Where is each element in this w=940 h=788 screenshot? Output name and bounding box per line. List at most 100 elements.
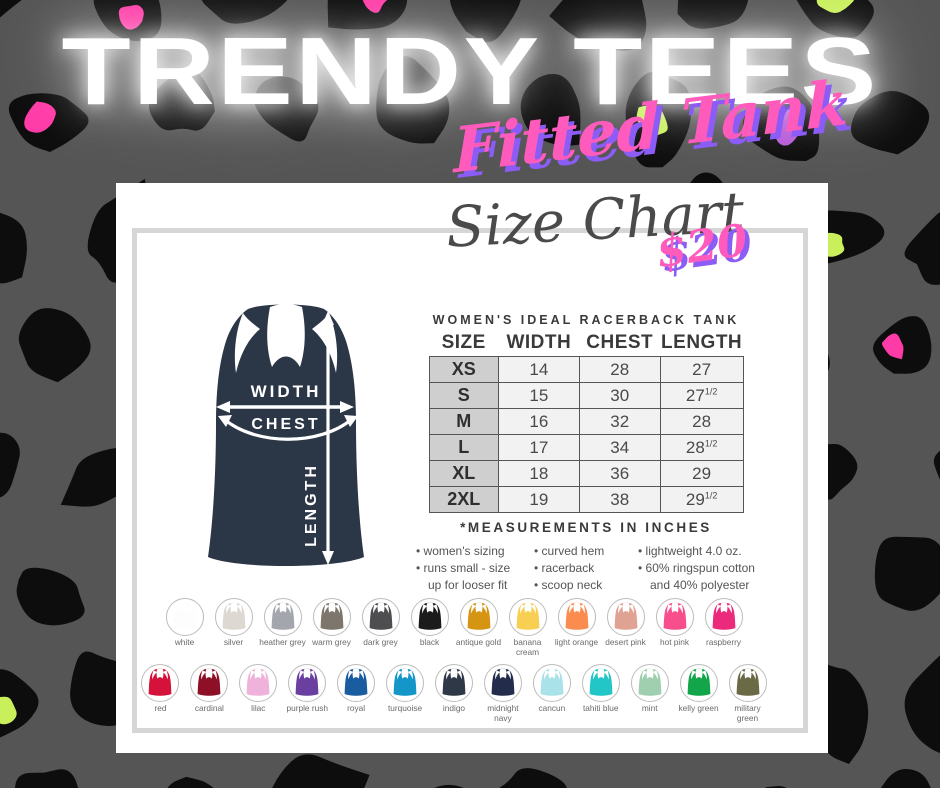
color-swatch[interactable]: silver	[209, 598, 258, 648]
color-row-1: white silver heather grey warm grey dark gre…	[136, 598, 772, 658]
color-swatch[interactable]: desert pink	[601, 598, 650, 648]
leopard-spot	[904, 646, 940, 756]
feature-item: runs small - size	[416, 560, 534, 577]
color-swatch[interactable]: hot pink	[650, 598, 699, 648]
color-swatch[interactable]: kelly green	[674, 663, 723, 714]
tank-body	[208, 304, 364, 566]
card-inner-border	[132, 228, 808, 733]
color-swatch[interactable]: midnight navy	[478, 663, 527, 724]
color-swatch[interactable]: heather grey	[258, 598, 307, 648]
neck-tag	[282, 311, 291, 325]
col-header-chest: CHEST	[586, 332, 654, 353]
color-swatch[interactable]: turquoise	[381, 663, 430, 714]
swatch-label: desert pink	[605, 637, 646, 647]
cell-chest: 38	[578, 486, 661, 513]
leopard-accent-spot	[773, 108, 801, 146]
color-swatch[interactable]: indigo	[430, 663, 479, 714]
color-swatch[interactable]: tahiti blue	[576, 663, 625, 714]
swatch-tank-icon	[655, 598, 694, 636]
swatch-tank-icon	[190, 663, 229, 702]
leopard-spot	[874, 536, 940, 611]
brand-title: TRENDY TEES	[61, 18, 879, 125]
color-swatch[interactable]: mint	[625, 663, 674, 714]
color-swatch[interactable]: dark grey	[356, 598, 405, 648]
cell-size: S	[428, 382, 499, 409]
color-swatch[interactable]: royal	[332, 663, 381, 714]
length-label: LENGTH	[303, 463, 320, 547]
armhole-left	[234, 313, 260, 373]
swatch-label: silver	[223, 637, 244, 647]
tank-diagram: WIDTH CHEST LENGTH	[186, 283, 396, 588]
leopard-spot	[549, 0, 647, 51]
leopard-spot	[851, 91, 930, 155]
cell-size: XL	[428, 460, 499, 487]
color-swatch[interactable]: military green	[723, 663, 772, 724]
table-row: L 17 34 281/2	[428, 434, 744, 461]
swatch-tank-icon	[483, 663, 522, 702]
leopard-spot	[254, 76, 319, 142]
cell-width: 17	[497, 434, 580, 461]
leopard-spot	[327, 0, 408, 30]
cell-width: 14	[497, 356, 580, 383]
swatch-label: raspberry	[705, 637, 742, 647]
leopard-spot	[859, 769, 937, 788]
swatch-label: lilac	[251, 702, 266, 713]
feature-list: women's sizing runs small - size up for …	[416, 543, 756, 594]
leopard-accent-spot	[636, 105, 668, 136]
color-swatch[interactable]: raspberry	[699, 598, 748, 648]
swatch-tank-icon	[557, 598, 596, 636]
feature-col-2: curved hem racerback scoop neck	[534, 543, 638, 594]
swatch-tank-icon	[386, 663, 425, 702]
cell-size: M	[428, 408, 499, 435]
table-caption: WOMEN'S IDEAL RACERBACK TANK	[432, 313, 740, 327]
color-swatch[interactable]: black	[405, 598, 454, 648]
swatch-label: red	[154, 702, 167, 713]
color-swatch[interactable]: warm grey	[307, 598, 356, 648]
feature-col-1: women's sizing runs small - size up for …	[416, 543, 534, 594]
armhole-right	[312, 313, 338, 373]
measurements-section: WOMEN'S IDEAL RACERBACK TANK SIZE WIDTH …	[416, 313, 756, 594]
leopard-spot	[904, 207, 940, 285]
color-row-2: red cardinal lilac purple rush royal turquois…	[136, 663, 772, 724]
swatch-label: dark grey	[363, 637, 398, 647]
color-swatch[interactable]: banana cream	[503, 598, 552, 658]
leopard-accent-spot	[816, 0, 855, 14]
swatch-tank-icon	[239, 663, 278, 702]
color-swatch[interactable]: purple rush	[283, 663, 332, 714]
swatch-tank-icon	[459, 598, 498, 636]
cell-length: 281/2	[659, 434, 744, 461]
swatch-tank-icon	[728, 663, 767, 702]
col-header-width: WIDTH	[506, 332, 572, 353]
leopard-spot	[0, 198, 27, 284]
leopard-spot	[16, 567, 85, 626]
color-swatch[interactable]: light orange	[552, 598, 601, 648]
color-swatch[interactable]: cardinal	[185, 663, 234, 714]
swatch-tank-icon	[288, 663, 327, 702]
feature-item: women's sizing	[416, 543, 534, 560]
swatch-tank-icon	[410, 598, 449, 636]
swatch-tank-icon	[263, 598, 302, 636]
swatch-tank-icon	[141, 663, 180, 702]
swatch-label: turquoise	[388, 702, 423, 713]
leopard-spot	[0, 432, 20, 499]
swatch-label: tahiti blue	[582, 702, 619, 713]
swatch-label: kelly green	[678, 702, 719, 713]
color-swatch[interactable]: red	[136, 663, 185, 714]
feature-item: lightweight 4.0 oz.	[638, 543, 763, 560]
color-swatch[interactable]: antique gold	[454, 598, 503, 648]
swatch-label: warm grey	[312, 637, 351, 647]
col-header-length: LENGTH	[661, 332, 743, 353]
swatch-tank-icon	[704, 598, 743, 636]
feature-item: 60% ringspun cotton	[638, 560, 763, 577]
color-swatch[interactable]: white	[160, 598, 209, 648]
header-banner: TRENDY TEES Fitted Tank	[0, 0, 940, 184]
swatch-tank-icon	[312, 598, 351, 636]
cell-length: 27	[659, 356, 744, 383]
table-header-row: SIZE WIDTH CHEST LENGTH	[429, 332, 743, 357]
cell-chest: 34	[578, 434, 661, 461]
feature-item: scoop neck	[534, 577, 638, 594]
swatch-tank-icon	[581, 663, 620, 702]
cell-size: 2XL	[428, 486, 499, 513]
color-swatch[interactable]: cancun	[527, 663, 576, 714]
color-swatch[interactable]: lilac	[234, 663, 283, 714]
